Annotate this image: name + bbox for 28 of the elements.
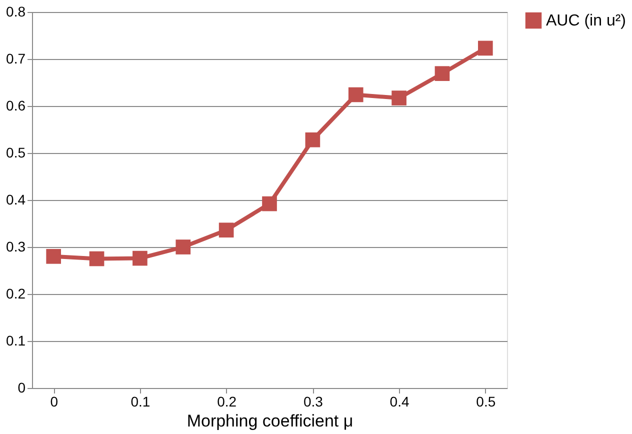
x-tick-label: 0.3 — [303, 394, 324, 410]
y-tick-label: 0.6 — [6, 98, 26, 114]
x-tick-label: 0.4 — [390, 394, 410, 410]
x-tick-label: 0 — [50, 394, 58, 410]
point — [305, 132, 320, 148]
y-tick-label: 0.5 — [6, 144, 26, 160]
point — [348, 87, 364, 102]
x-tick-label: 0.2 — [217, 394, 237, 410]
y-tick-label: 0.8 — [6, 4, 26, 20]
point — [132, 250, 148, 266]
y-tick-label: 0.7 — [6, 50, 26, 66]
y-tick-label: 0.1 — [6, 332, 26, 348]
point — [262, 196, 277, 212]
point — [434, 66, 450, 81]
y-tick-label: 0.3 — [6, 238, 26, 254]
point — [46, 248, 62, 264]
point — [218, 222, 234, 238]
point — [478, 40, 493, 56]
point — [176, 240, 191, 254]
point — [89, 251, 104, 266]
point — [392, 90, 406, 106]
x-axis-title: Morphing coefficient μ — [186, 412, 354, 430]
x-tick-label: 0.1 — [130, 394, 150, 410]
legend-label: AUC (in u²) — [546, 12, 626, 30]
y-tick-label: 0 — [18, 380, 26, 396]
y-tick-label: 0.4 — [6, 192, 26, 208]
x-tick-label: 0.5 — [476, 394, 496, 410]
y-tick-label: 0.2 — [6, 286, 26, 302]
